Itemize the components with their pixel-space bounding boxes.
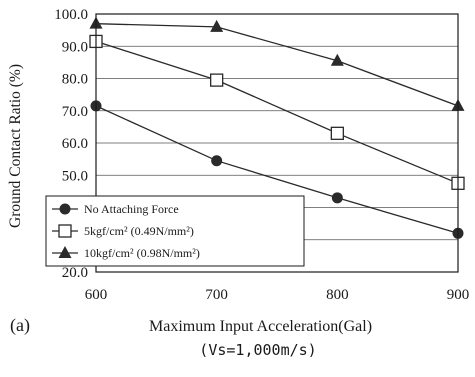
series-line [95, 23, 459, 107]
panel-label: (a) [10, 315, 30, 336]
y-axis-label: Ground Contact Ratio (%) [7, 64, 24, 228]
y-tick-label: 50.0 [62, 168, 88, 184]
legend-marker [58, 246, 72, 258]
legend-item: 10kgf/cm² (0.98N/mm²) [52, 246, 200, 260]
x-axis-label: Maximum Input Acceleration(Gal) [149, 318, 372, 335]
chart-subtitle: (Vs=1,000m/s) [199, 341, 316, 359]
legend-label: 10kgf/cm² (0.98N/mm²) [84, 246, 200, 260]
legend-item: No Attaching Force [52, 202, 179, 216]
series-line [95, 40, 459, 184]
series-2 [89, 16, 465, 111]
x-tick-label: 700 [205, 287, 228, 303]
data-point [211, 155, 223, 167]
legend-marker [59, 203, 71, 215]
y-tick-label: 90.0 [62, 39, 88, 55]
data-point [210, 19, 224, 32]
y-tick-label: 70.0 [62, 104, 88, 120]
legend-label: 5kgf/cm² (0.49N/mm²) [84, 224, 194, 238]
data-point [210, 73, 224, 87]
legend-label: No Attaching Force [84, 202, 179, 216]
series-layer [89, 16, 465, 239]
x-tick-label: 900 [447, 287, 470, 303]
legend: No Attaching Force 5kgf/cm² (0.49N/mm²) 10… [45, 195, 305, 267]
series-1 [89, 34, 465, 190]
y-tick-label: 20.0 [62, 265, 88, 281]
data-point [330, 126, 344, 140]
y-tick-label: 60.0 [62, 136, 88, 152]
legend-item: 5kgf/cm² (0.49N/mm²) [52, 224, 194, 238]
data-point [330, 53, 344, 66]
legend-marker [58, 224, 72, 238]
series-line [95, 105, 459, 234]
legend-box [45, 195, 305, 267]
x-tick-label: 800 [326, 287, 349, 303]
x-tick-label: 600 [85, 287, 108, 303]
plot-frame [95, 13, 459, 273]
x-tick-labels: 600 700 800 900 [85, 287, 470, 303]
data-point [331, 192, 343, 204]
y-tick-label: 80.0 [62, 72, 88, 88]
y-tick-label: 100.0 [54, 7, 88, 23]
